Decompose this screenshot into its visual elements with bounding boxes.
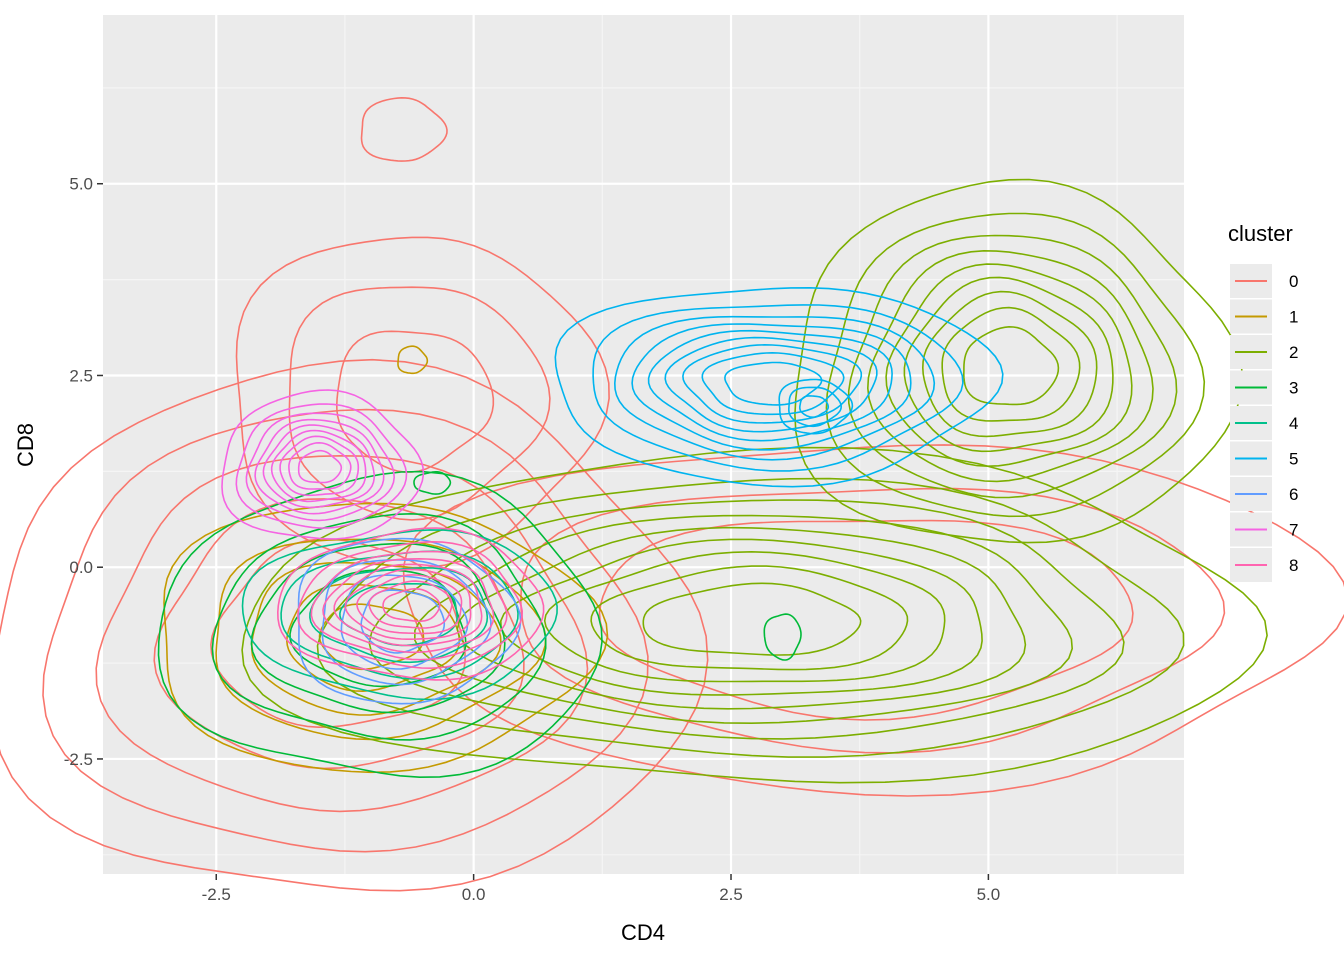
contour-line <box>215 538 547 741</box>
contour-line <box>235 236 610 569</box>
contour-line <box>270 429 367 503</box>
contour-line <box>322 557 495 654</box>
legend-label-6: 6 <box>1289 485 1298 504</box>
contour-line <box>245 412 396 522</box>
y-axis-title: CD8 <box>13 423 38 467</box>
contour-line <box>241 529 558 701</box>
contour-series-2 <box>241 178 1268 784</box>
contour-line <box>724 361 823 406</box>
legend-label-4: 4 <box>1289 414 1298 433</box>
contour-line <box>592 304 964 472</box>
contour-line <box>413 471 452 495</box>
contour-line <box>157 470 603 779</box>
contour-line <box>235 403 408 529</box>
contour-line <box>262 424 376 509</box>
contour-line <box>778 378 854 435</box>
contour-line <box>241 446 1268 784</box>
contour-line <box>903 276 1114 453</box>
x-axis: -2.5 0.0 2.5 5.0 <box>202 874 1001 904</box>
contour-line <box>794 178 1244 544</box>
contour-line <box>590 565 909 671</box>
contour-line <box>344 568 472 640</box>
contour-line <box>360 96 448 162</box>
contour-line <box>279 435 360 497</box>
contour-line <box>763 613 802 661</box>
contour-line <box>95 454 589 813</box>
y-tick-label: 2.5 <box>69 366 93 385</box>
contour-line <box>613 315 936 461</box>
contour-line <box>335 330 495 473</box>
contour-line <box>631 323 912 451</box>
contour-line <box>210 538 466 729</box>
x-tick-label: -2.5 <box>202 885 231 904</box>
legend-label-1: 1 <box>1289 308 1298 327</box>
legend-label-7: 7 <box>1289 521 1298 540</box>
contour-series-8 <box>276 527 545 681</box>
contour-line <box>397 345 429 375</box>
contour-line <box>0 358 709 892</box>
legend-label-2: 2 <box>1289 343 1298 362</box>
contour-layers <box>0 96 1344 892</box>
legend-label-0: 0 <box>1289 272 1298 291</box>
contour-line <box>333 563 483 647</box>
contour-line <box>211 512 547 741</box>
contour-line <box>316 477 1185 758</box>
contour-line <box>356 574 463 635</box>
contour-line <box>543 550 946 683</box>
contour-line <box>297 449 343 484</box>
legend-label-5: 5 <box>1289 450 1298 469</box>
y-tick-label: 0.0 <box>69 558 93 577</box>
x-axis-title: CD4 <box>621 920 665 945</box>
contour-line <box>962 325 1060 406</box>
contour-line <box>825 212 1206 518</box>
legend-title: cluster <box>1228 221 1293 246</box>
contour-line <box>642 582 862 656</box>
y-axis: -2.5 0.0 2.5 5.0 <box>64 175 103 769</box>
contour-line <box>42 408 649 853</box>
contour-line <box>847 234 1178 499</box>
contour-line <box>296 540 524 670</box>
contour-line <box>941 306 1081 422</box>
x-tick-label: 2.5 <box>719 885 743 904</box>
contour-line <box>368 580 453 629</box>
contour-line <box>288 286 551 521</box>
contour-line <box>866 249 1154 483</box>
contour-line <box>280 550 519 680</box>
contour-line <box>221 389 425 540</box>
contour-line <box>885 263 1133 468</box>
contour-line <box>799 395 830 418</box>
contour-line <box>701 351 845 416</box>
y-tick-label: -2.5 <box>64 750 93 769</box>
contour-line <box>310 550 508 661</box>
contour-line <box>276 527 545 681</box>
x-tick-label: 5.0 <box>977 885 1001 904</box>
contour-line <box>787 386 843 428</box>
contour-line <box>402 444 1344 797</box>
contour-line <box>163 502 609 774</box>
contour-line <box>554 286 1004 488</box>
legend-label-8: 8 <box>1289 556 1298 575</box>
legend-label-3: 3 <box>1289 379 1298 398</box>
plot-panel <box>103 15 1184 874</box>
contour-line <box>153 498 525 770</box>
contour-line <box>309 566 489 664</box>
contour-series-5 <box>554 286 1004 488</box>
y-tick-label: 5.0 <box>69 175 93 194</box>
contour-line <box>254 418 385 515</box>
contour-line <box>382 587 441 623</box>
contour-line <box>288 441 352 490</box>
contour-line <box>921 290 1098 438</box>
contour-series-7 <box>221 389 425 540</box>
x-tick-label: 0.0 <box>462 885 486 904</box>
contour-line <box>598 519 1134 721</box>
legend: cluster 0 1 2 3 4 5 6 7 8 <box>1228 221 1298 582</box>
contour-line <box>499 538 983 696</box>
